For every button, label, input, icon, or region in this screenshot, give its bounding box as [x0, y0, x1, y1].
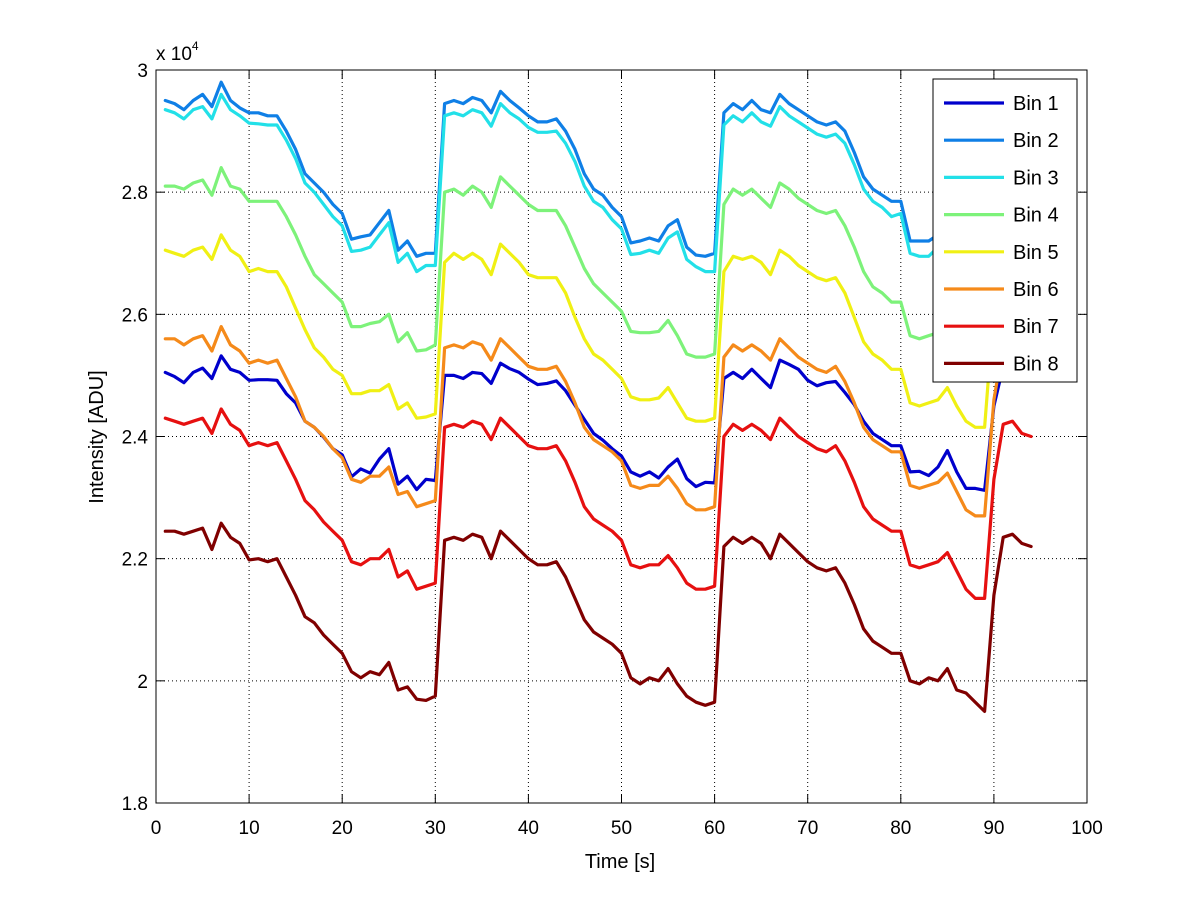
series-line-bin-3	[163, 92, 1033, 274]
legend-entry-bin-5: Bin 5	[944, 242, 1059, 264]
x-tick-label: 70	[797, 818, 818, 839]
x-tick-label: 40	[518, 818, 539, 839]
x-tick-label: 80	[890, 818, 911, 839]
y-tick-label: 2.4	[122, 428, 149, 449]
x-axis-label: Time [s]	[585, 851, 655, 873]
legend-entry-bin-2: Bin 2	[944, 130, 1059, 152]
x-tick-label: 60	[704, 818, 725, 839]
legend-label: Bin 5	[1013, 242, 1059, 264]
tick-labels: 0 10 20 30 40 50 60 70 80 90 100 1.8 2 2.2 2.4 2.6 2.8 3	[122, 61, 1103, 839]
legend-label: Bin 8	[1013, 353, 1059, 375]
x-tick-label: 30	[425, 818, 446, 839]
y-tick-label: 2.8	[122, 183, 148, 204]
series-line-bin-5	[163, 233, 1033, 429]
legend-label: Bin 6	[1013, 279, 1059, 301]
legend-label: Bin 4	[1013, 205, 1059, 227]
x-tick-label: 10	[239, 818, 260, 839]
y-exponent-power: 4	[192, 39, 199, 53]
legend-label: Bin 3	[1013, 167, 1059, 189]
axis-ticks	[155, 69, 1088, 804]
y-exponent-label: x 104	[156, 39, 199, 65]
x-tick-label: 50	[611, 818, 632, 839]
y-exponent-base: x 10	[156, 44, 192, 65]
legend-entry-bin-8: Bin 8	[944, 353, 1059, 375]
series-line-bin-4	[163, 166, 1033, 359]
legend-label: Bin 7	[1013, 316, 1059, 338]
legend-entry-bin-1: Bin 1	[944, 93, 1059, 115]
y-tick-label: 1.8	[122, 794, 148, 815]
legend-label: Bin 1	[1013, 93, 1059, 115]
plot-area	[156, 70, 1087, 803]
legend-box	[932, 78, 1078, 383]
y-axis-label: Intensity [ADU]	[86, 370, 108, 503]
legend-entry-bin-7: Bin 7	[944, 316, 1059, 338]
y-tick-label: 3	[137, 61, 148, 82]
legend-entry-bin-6: Bin 6	[944, 279, 1059, 301]
y-tick-label: 2	[137, 672, 148, 693]
legend: Bin 1 Bin 2 Bin 3 Bin 4 Bin 5 Bin 6 Bin 7 Bin 8	[932, 78, 1078, 383]
legend-entry-bin-3: Bin 3	[944, 167, 1059, 189]
series-line-bin-8	[163, 521, 1033, 714]
y-tick-label: 2.6	[122, 305, 148, 326]
x-tick-label: 20	[332, 818, 353, 839]
y-tick-label: 2.2	[122, 550, 148, 571]
x-tick-label: 100	[1071, 818, 1103, 839]
series-layer	[163, 80, 1033, 714]
x-tick-label: 90	[983, 818, 1004, 839]
series-line-bin-6	[163, 325, 1033, 518]
series-line-bin-2	[163, 80, 1033, 258]
legend-label: Bin 2	[1013, 130, 1059, 152]
series-line-bin-7	[163, 407, 1033, 601]
x-tick-label: 0	[151, 818, 162, 839]
legend-entry-bin-4: Bin 4	[944, 205, 1059, 227]
